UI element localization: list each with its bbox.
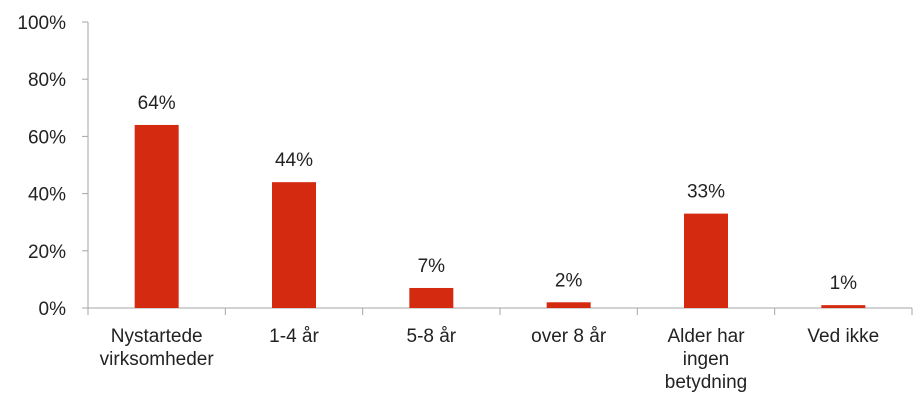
data-label: 7% (418, 256, 446, 277)
y-tick-label: 40% (28, 185, 66, 206)
y-tick-label: 80% (28, 70, 66, 91)
x-tick-labels: Nystartede virksomheder 1-4 år 5-8 år over 8… (100, 326, 880, 393)
y-tick-label: 100% (17, 13, 66, 34)
data-label: 64% (138, 93, 176, 114)
x-tick-label: over 8 år (531, 326, 607, 347)
bar (409, 287, 454, 308)
x-tick-label: Alder har ingen betydning (665, 326, 747, 393)
x-tick-label: 1-4 år (269, 326, 319, 347)
bars (134, 124, 866, 309)
y-tick-label: 0% (39, 299, 67, 320)
data-label: 1% (830, 273, 858, 294)
x-tick-label: 5-8 år (407, 326, 457, 347)
y-tick-label: 20% (28, 242, 66, 263)
y-axis: 0% 20% 40% 60% 80% 100% (17, 13, 89, 320)
bar (821, 305, 866, 308)
bar (546, 302, 591, 308)
x-axis (87, 307, 913, 315)
x-tick-label: Ved ikke (807, 326, 879, 347)
data-label: 44% (275, 150, 313, 171)
bar (272, 182, 316, 308)
data-label: 33% (687, 182, 725, 203)
bar (684, 213, 728, 308)
data-label: 2% (555, 270, 583, 291)
x-tick-label: Nystartede virksomheder (100, 326, 215, 370)
y-tick-label: 60% (28, 127, 66, 148)
data-labels: 64% 44% 7% 2% 33% 1% (138, 93, 858, 294)
bar (134, 124, 179, 309)
